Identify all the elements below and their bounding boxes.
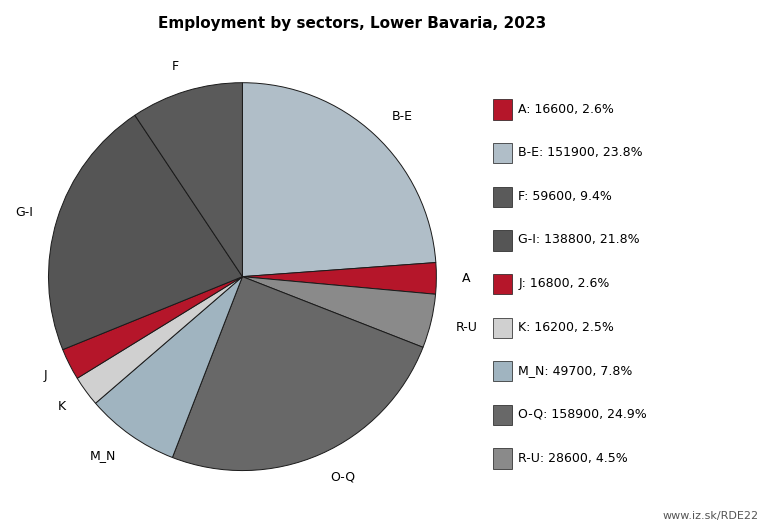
Wedge shape — [135, 82, 242, 277]
Text: B-E: 151900, 23.8%: B-E: 151900, 23.8% — [518, 146, 643, 159]
Text: A: 16600, 2.6%: A: 16600, 2.6% — [518, 103, 615, 115]
Wedge shape — [63, 277, 242, 378]
Wedge shape — [242, 277, 436, 347]
Wedge shape — [77, 277, 242, 403]
Wedge shape — [242, 263, 436, 294]
Text: F: F — [172, 61, 179, 73]
Text: M_N: M_N — [90, 449, 116, 462]
Text: J: 16800, 2.6%: J: 16800, 2.6% — [518, 277, 610, 290]
Text: B-E: B-E — [392, 110, 413, 123]
Wedge shape — [48, 115, 242, 350]
Text: R-U: R-U — [456, 320, 478, 334]
Text: O-Q: O-Q — [331, 471, 356, 484]
Text: J: J — [43, 369, 47, 382]
Text: A: A — [461, 272, 470, 285]
Text: www.iz.sk/RDE22: www.iz.sk/RDE22 — [662, 511, 759, 521]
Text: Employment by sectors, Lower Bavaria, 2023: Employment by sectors, Lower Bavaria, 20… — [158, 16, 546, 31]
Wedge shape — [242, 82, 436, 277]
Text: K: K — [57, 400, 66, 412]
Text: M_N: 49700, 7.8%: M_N: 49700, 7.8% — [518, 364, 633, 377]
Text: R-U: 28600, 4.5%: R-U: 28600, 4.5% — [518, 452, 628, 464]
Text: K: 16200, 2.5%: K: 16200, 2.5% — [518, 321, 615, 334]
Text: G-I: 138800, 21.8%: G-I: 138800, 21.8% — [518, 234, 640, 246]
Text: G-I: G-I — [15, 206, 33, 219]
Wedge shape — [172, 277, 423, 471]
Wedge shape — [95, 277, 242, 458]
Text: F: 59600, 9.4%: F: 59600, 9.4% — [518, 190, 612, 203]
Text: O-Q: 158900, 24.9%: O-Q: 158900, 24.9% — [518, 408, 647, 421]
